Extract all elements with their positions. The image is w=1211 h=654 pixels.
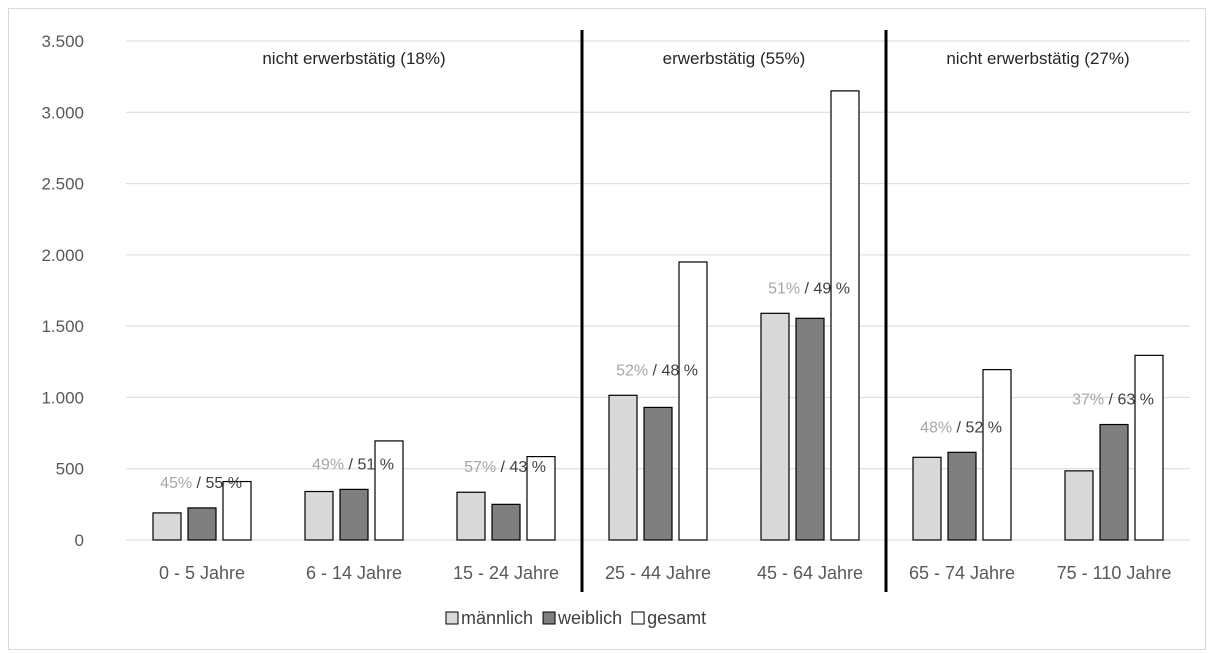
bar-weiblich xyxy=(492,504,520,540)
legend-label: weiblich xyxy=(557,608,622,628)
y-tick-label: 3.500 xyxy=(41,32,84,51)
legend-swatch-weiblich xyxy=(543,612,555,624)
bar-weiblich xyxy=(188,508,216,540)
female-share: / 49 % xyxy=(800,280,850,297)
share-label: 52% / 48 % xyxy=(616,362,698,379)
male-share: 51% xyxy=(768,280,800,297)
bar-weiblich xyxy=(1100,425,1128,540)
y-tick-label: 2.500 xyxy=(41,175,84,194)
x-tick-label: 65 - 74 Jahre xyxy=(909,563,1015,583)
female-share: / 63 % xyxy=(1104,392,1154,409)
bar-weiblich xyxy=(644,407,672,540)
x-tick-label: 75 - 110 Jahre xyxy=(1057,563,1172,583)
x-tick-label: 0 - 5 Jahre xyxy=(159,563,245,583)
y-tick-label: 1.500 xyxy=(41,317,84,336)
x-tick-label: 25 - 44 Jahre xyxy=(605,563,711,583)
male-share: 48% xyxy=(920,419,952,436)
legend-label: gesamt xyxy=(647,608,706,628)
female-share: / 51 % xyxy=(344,456,394,473)
male-share: 57% xyxy=(464,459,496,476)
bar-weiblich xyxy=(340,489,368,540)
y-tick-label: 2.000 xyxy=(41,246,84,265)
female-share: / 43 % xyxy=(496,459,546,476)
y-tick-label: 1.000 xyxy=(41,388,84,407)
bar-weiblich xyxy=(796,318,824,540)
bar-gesamt xyxy=(1135,355,1163,540)
bar-männlich xyxy=(761,313,789,540)
bar-männlich xyxy=(305,492,333,540)
legend-label: männlich xyxy=(461,608,533,628)
x-tick-label: 15 - 24 Jahre xyxy=(453,563,559,583)
share-label: 51% / 49 % xyxy=(768,280,850,297)
female-share: / 52 % xyxy=(952,419,1002,436)
x-tick-label: 6 - 14 Jahre xyxy=(306,563,402,583)
share-label: 49% / 51 % xyxy=(312,456,394,473)
section-label: erwerbstätig (55%) xyxy=(663,49,806,68)
section-label: nicht erwerbstätig (27%) xyxy=(946,49,1129,68)
bar-weiblich xyxy=(948,452,976,540)
y-tick-label: 0 xyxy=(75,531,84,550)
legend-swatch-männlich xyxy=(446,612,458,624)
share-label: 45% / 55 % xyxy=(160,475,242,492)
share-label: 48% / 52 % xyxy=(920,419,1002,436)
female-share: / 55 % xyxy=(192,475,242,492)
male-share: 45% xyxy=(160,475,192,492)
bar-gesamt xyxy=(983,370,1011,540)
bar-männlich xyxy=(913,457,941,540)
male-share: 49% xyxy=(312,456,344,473)
x-tick-label: 45 - 64 Jahre xyxy=(757,563,863,583)
male-share: 37% xyxy=(1072,392,1104,409)
y-tick-label: 500 xyxy=(56,460,84,479)
bar-männlich xyxy=(1065,471,1093,540)
share-label: 57% / 43 % xyxy=(464,459,546,476)
legend-swatch-gesamt xyxy=(632,612,644,624)
bar-gesamt xyxy=(831,91,859,540)
bar-männlich xyxy=(609,395,637,540)
bar-gesamt xyxy=(679,262,707,540)
y-tick-label: 3.000 xyxy=(41,103,84,122)
bar-männlich xyxy=(153,513,181,540)
female-share: / 48 % xyxy=(648,362,698,379)
male-share: 52% xyxy=(616,362,648,379)
share-label: 37% / 63 % xyxy=(1072,392,1154,409)
bar-männlich xyxy=(457,492,485,540)
section-label: nicht erwerbstätig (18%) xyxy=(262,49,445,68)
